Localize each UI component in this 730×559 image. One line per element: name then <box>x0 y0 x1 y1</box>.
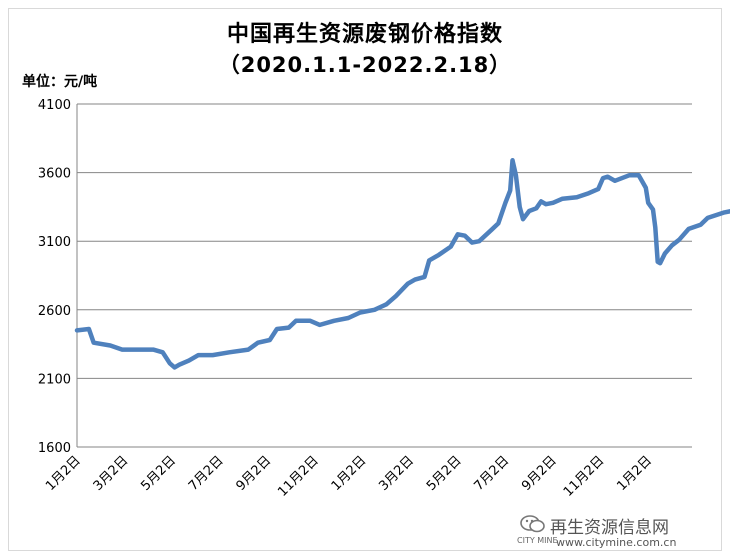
y-axis-unit-label: 单位：元/吨 <box>22 74 98 90</box>
x-axis-ticks: 1月2日 3月2日 5月2日 7月2日 9月2日 11月2日 1月2日 3月2日 5月2日 7月2… <box>43 453 655 500</box>
x-tick-label: 5月2日 <box>138 453 179 494</box>
chart-subtitle: （2020.1.1-2022.2.18） <box>218 53 512 77</box>
watermark: 再生资源信息网 CITY MINE www.citymine.com.cn <box>517 511 710 551</box>
x-tick-label: 1月2日 <box>43 453 84 494</box>
chart-frame <box>8 8 722 551</box>
x-tick-label: 7月2日 <box>186 453 227 494</box>
x-tick-label: 3月2日 <box>376 453 417 494</box>
x-tick-label: 1月2日 <box>614 453 655 494</box>
y-tick-label: 3100 <box>38 235 71 250</box>
y-tick-label: 3600 <box>38 167 71 182</box>
watermark-name: 再生资源信息网 <box>550 518 669 538</box>
x-tick-label: 5月2日 <box>424 453 465 494</box>
y-tick-label: 4100 <box>38 98 71 113</box>
gridlines <box>76 103 692 448</box>
y-axis-ticks: 1600 2100 2600 3100 3600 4100 <box>38 98 71 456</box>
y-tick-label: 2600 <box>38 304 71 319</box>
x-tick-label: 11月2日 <box>275 453 322 500</box>
watermark-url: www.citymine.com.cn <box>556 536 677 549</box>
x-tick-label: 1月2日 <box>329 453 370 494</box>
y-tick-label: 2100 <box>38 372 71 387</box>
series-layer <box>74 158 730 370</box>
wechat-icon <box>520 515 545 533</box>
x-tick-label: 9月2日 <box>519 453 560 494</box>
y-tick-label: 1600 <box>38 441 71 456</box>
x-tick-label: 3月2日 <box>91 453 132 494</box>
x-tick-label: 11月2日 <box>561 453 608 500</box>
series-line <box>74 158 730 370</box>
watermark-logo-text: CITY MINE <box>517 536 558 545</box>
x-tick-label: 7月2日 <box>472 453 513 494</box>
chart-title: 中国再生资源废钢价格指数 <box>226 22 503 47</box>
x-tick-label: 9月2日 <box>234 453 275 494</box>
